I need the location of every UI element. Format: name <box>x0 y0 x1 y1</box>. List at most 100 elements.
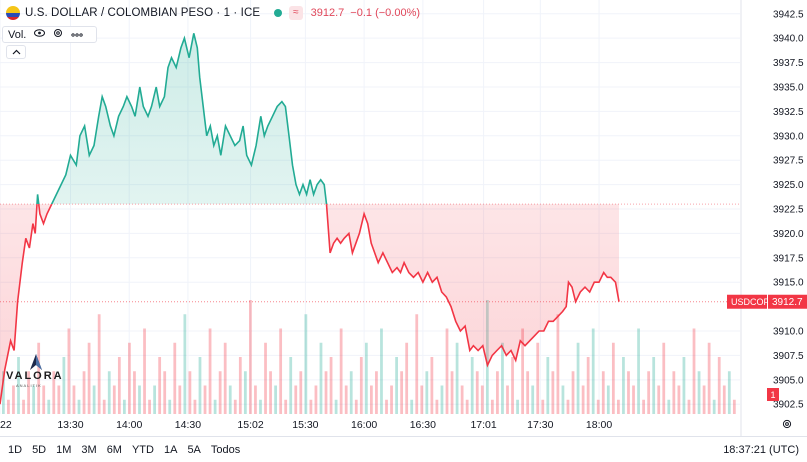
volume-bar <box>47 399 51 414</box>
time-axis[interactable]: 22 13:30 14:00 14:30 15:02 15:30 16:00 16:30 17:… <box>0 419 612 431</box>
range-6m-button[interactable]: 6M <box>106 443 122 456</box>
volume-bar <box>364 342 368 414</box>
volume-bar <box>657 385 661 414</box>
volume-bar <box>67 328 71 414</box>
volume-bar <box>354 399 358 414</box>
range-1m-button[interactable]: 1M <box>56 443 72 456</box>
price-tick-label: 3915.0 <box>773 278 804 289</box>
volume-bar <box>97 314 101 414</box>
volume-bar <box>732 399 736 414</box>
volume-bar <box>576 342 580 414</box>
volume-bar <box>556 314 560 414</box>
range-1d-button[interactable]: 1D <box>8 443 23 456</box>
range-5a-button[interactable]: 5A <box>187 443 201 456</box>
volume-bar <box>72 385 76 414</box>
volume-bar <box>329 357 333 414</box>
volume-bar <box>359 357 363 414</box>
volume-bar <box>727 371 731 414</box>
volume-bar <box>138 385 141 414</box>
volume-bar <box>334 399 338 414</box>
volume-bar <box>722 385 726 414</box>
volume-bar <box>581 385 585 414</box>
price-tag <box>768 294 807 309</box>
volume-bar <box>566 399 570 414</box>
volume-bar <box>697 371 701 414</box>
volume-bar <box>465 399 469 414</box>
volume-bar <box>2 371 5 414</box>
price-line-up <box>36 33 328 205</box>
volume-bar <box>460 385 464 414</box>
collapse-legend-button[interactable] <box>6 45 26 59</box>
range-ytd-button[interactable]: YTD <box>131 443 154 456</box>
volume-bar <box>415 314 419 414</box>
range-1a-button[interactable]: 1A <box>163 443 178 456</box>
price-tick-label: 3905.0 <box>773 375 804 386</box>
volume-bar <box>511 357 514 414</box>
volume-bar <box>344 385 348 414</box>
price-tick-label: 3922.5 <box>773 205 804 216</box>
volume-bar <box>213 399 217 414</box>
symbol-title[interactable]: U.S. DOLLAR / COLOMBIAN PESO · 1 · ICE <box>25 7 261 19</box>
volume-bar <box>153 385 156 414</box>
volume-bar <box>193 399 197 414</box>
volume-bar <box>627 371 630 414</box>
volume-bar <box>385 399 388 414</box>
volume-bar <box>455 342 459 414</box>
logo-subtext: ANALITIK <box>16 383 42 388</box>
volume-bar <box>17 357 20 414</box>
approx-badge: ≈ <box>289 6 303 20</box>
time-tick-label: 17:30 <box>527 419 553 431</box>
area-fill-up <box>0 33 619 205</box>
volume-bar <box>642 399 645 414</box>
volume-bar <box>279 328 283 414</box>
volume-bar <box>501 342 504 414</box>
eye-icon[interactable] <box>34 29 46 40</box>
price-tick-label: 3917.5 <box>773 253 804 264</box>
volume-bar <box>324 371 328 414</box>
price-tick-label: 3930.0 <box>773 131 804 142</box>
volume-bar <box>606 385 610 414</box>
time-tick-label: 14:00 <box>116 419 142 431</box>
price-axis[interactable]: 3942.5 3940.0 3937.5 3935.0 3932.5 3930.0 3927… <box>727 9 807 429</box>
volume-bar <box>370 385 373 414</box>
range-5d-button[interactable]: 5D <box>32 443 47 456</box>
volume-bar <box>526 371 530 414</box>
more-icon[interactable] <box>71 29 84 40</box>
volume-bar <box>490 399 494 414</box>
volume-bar <box>677 385 681 414</box>
volume-bar <box>233 399 237 414</box>
market-status-dot <box>274 9 283 17</box>
price-tick-label: 3932.5 <box>773 107 804 118</box>
volume-bar <box>591 328 595 414</box>
settings-icon[interactable] <box>53 28 63 41</box>
volume-bar <box>617 399 620 414</box>
volume-bar <box>506 385 509 414</box>
price-line-down <box>0 204 620 405</box>
volume-bar <box>531 385 535 414</box>
volume-bar <box>82 371 86 414</box>
volume-bar <box>536 342 540 414</box>
volume-bars <box>2 300 736 414</box>
volume-bar <box>551 371 555 414</box>
volume-bar <box>339 328 343 414</box>
volume-bar <box>672 371 676 414</box>
chart-header: U.S. DOLLAR / COLOMBIAN PESO · 1 · ICE ≈… <box>0 0 760 26</box>
volume-bar <box>405 342 409 414</box>
volume-bar <box>687 399 691 414</box>
range-all-button[interactable]: Todos <box>210 443 241 456</box>
price-tick-label: 3942.5 <box>773 9 804 20</box>
chart-canvas[interactable]: 3942.5 3940.0 3937.5 3935.0 3932.5 3930.0 3927… <box>0 0 807 436</box>
volume-bar <box>304 314 308 414</box>
volume-bar <box>198 357 202 414</box>
volume-bar <box>299 371 303 414</box>
volume-legend[interactable]: Vol. <box>2 26 98 43</box>
volume-bar <box>450 371 454 414</box>
volume-bar <box>117 357 121 414</box>
volume-bar <box>430 357 434 414</box>
range-3m-button[interactable]: 3M <box>81 443 97 456</box>
utc-clock[interactable]: 18:37:21 (UTC) <box>723 444 799 456</box>
volume-bar <box>390 385 393 414</box>
volume-bar <box>692 328 696 414</box>
time-tick-label: 16:00 <box>351 419 377 431</box>
volume-bar <box>682 357 686 414</box>
